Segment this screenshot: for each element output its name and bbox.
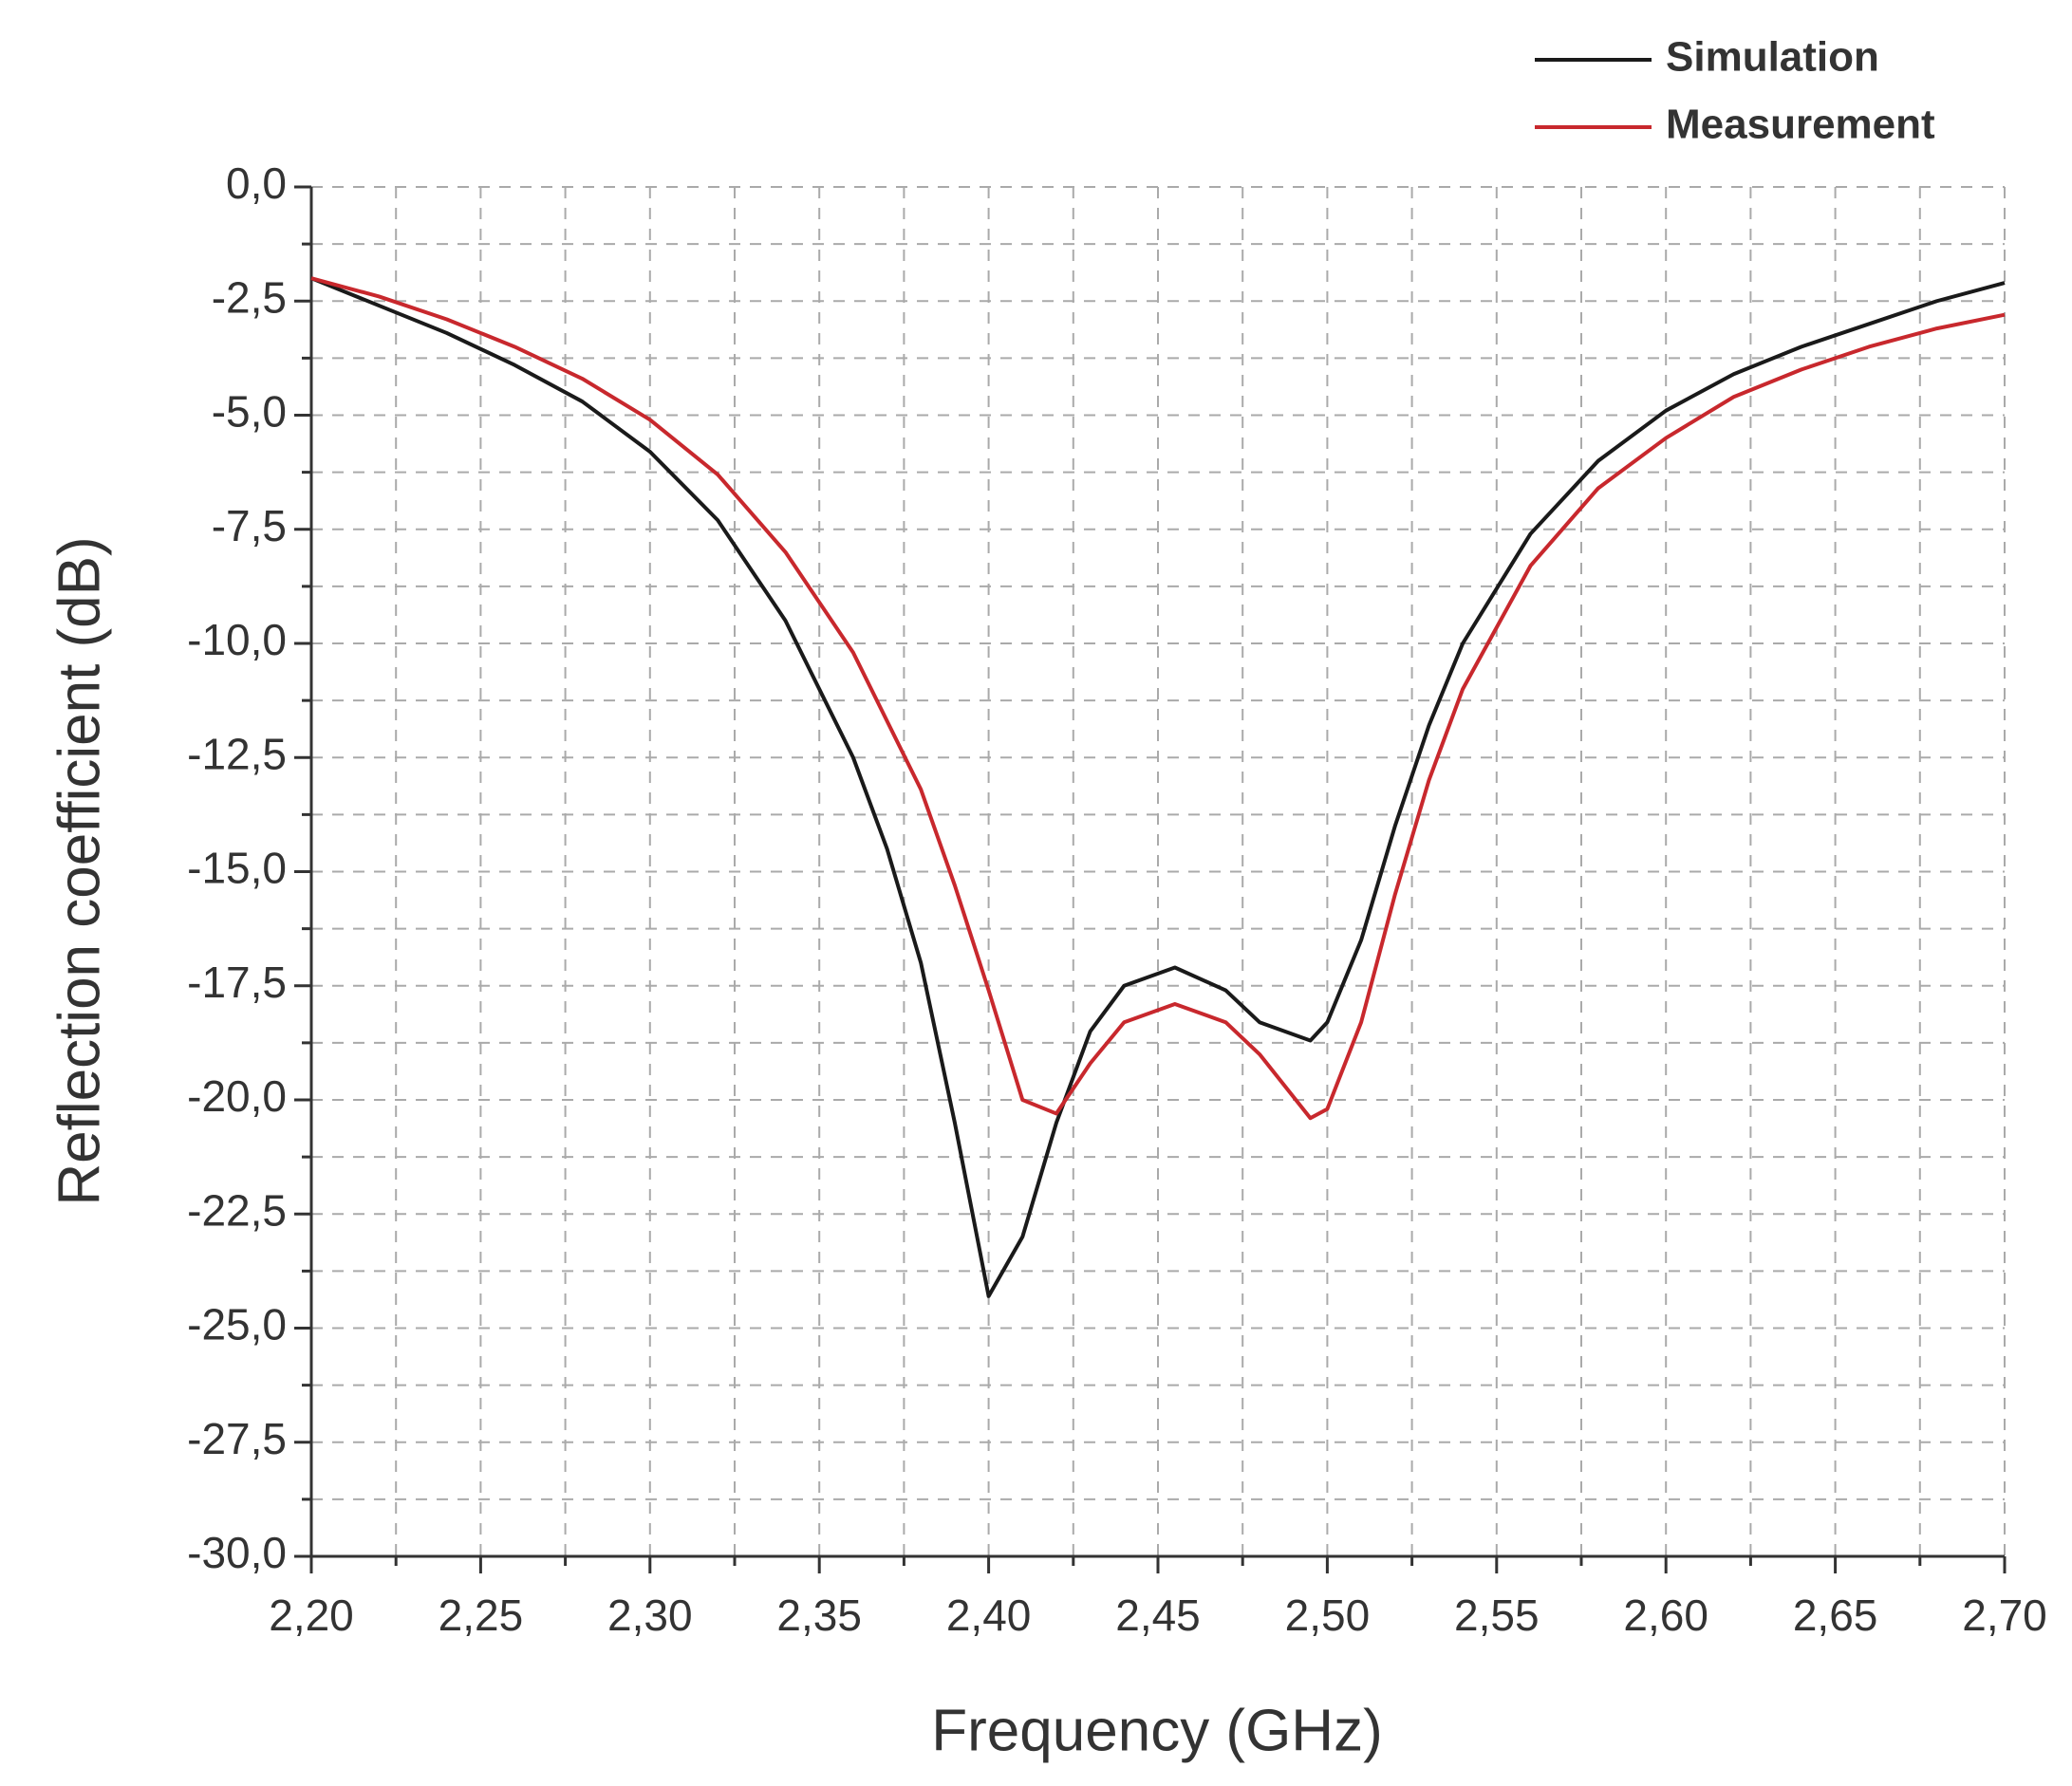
y-tick-label: -5,0 (212, 387, 287, 437)
x-axis-title: Frequency (GHz) (931, 1698, 1382, 1763)
x-tick-label: 2,40 (946, 1591, 1032, 1640)
x-tick-label: 2,60 (1623, 1591, 1708, 1640)
y-tick-label: -2,5 (212, 272, 287, 322)
series-line (310, 276, 2006, 1121)
y-tick-label: -25,0 (187, 1300, 287, 1349)
x-tick-label: 2,30 (607, 1591, 693, 1640)
series-line (310, 276, 2006, 1298)
y-tick-label: -17,5 (187, 958, 287, 1007)
y-tick-label: 0,0 (226, 158, 287, 208)
y-tick-label: -27,5 (187, 1414, 287, 1463)
legend-label: Measurement (1666, 102, 1935, 148)
y-tick-label: -12,5 (187, 729, 287, 778)
y-tick-label: -7,5 (212, 501, 287, 550)
y-tick-label: -20,0 (187, 1071, 287, 1121)
x-tick-label: 2,50 (1285, 1591, 1371, 1640)
x-tick-label: 2,70 (1962, 1591, 2047, 1640)
y-tick-label: -22,5 (187, 1185, 287, 1235)
y-tick-label: -30,0 (187, 1528, 287, 1577)
x-tick-label: 2,35 (776, 1591, 862, 1640)
y-tick-label: -10,0 (187, 615, 287, 664)
x-tick-label: 2,25 (439, 1591, 524, 1640)
y-tick-label: -15,0 (187, 844, 287, 893)
x-tick-label: 2,45 (1115, 1591, 1201, 1640)
y-axis-title: Reflection coefficient (dB) (47, 536, 112, 1205)
x-tick-label: 2,20 (269, 1591, 354, 1640)
x-tick-label: 2,55 (1454, 1591, 1540, 1640)
x-tick-label: 2,65 (1793, 1591, 1878, 1640)
legend-label: Simulation (1666, 34, 1879, 81)
